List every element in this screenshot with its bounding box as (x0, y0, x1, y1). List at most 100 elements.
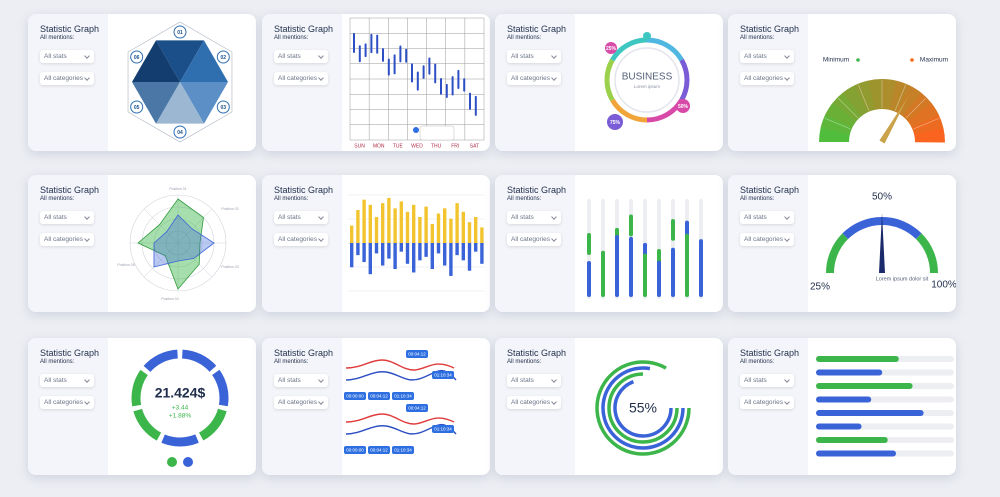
card-subtitle: All mentions: (507, 359, 542, 365)
categories-dropdown[interactable]: All categories (274, 233, 328, 246)
bar-down (381, 243, 385, 266)
tooltip-dot (413, 127, 419, 133)
bar-up (362, 199, 366, 243)
bar (816, 383, 913, 389)
card-subtitle: All mentions: (274, 35, 309, 41)
ring-segment (610, 98, 648, 123)
ring-segment (604, 58, 615, 102)
red-line (345, 413, 455, 425)
stats-dropdown[interactable]: All stats (740, 211, 794, 224)
categories-dropdown[interactable]: All categories (740, 72, 794, 85)
bar-up (480, 227, 484, 243)
dot (183, 457, 193, 467)
amount: 21.424$ (155, 385, 206, 401)
stats-dropdown[interactable]: All stats (274, 211, 328, 224)
day-label: SAT (470, 143, 479, 149)
stats-dropdown[interactable]: All stats (40, 211, 94, 224)
gauge-tick (824, 117, 851, 130)
stats-dropdown[interactable]: All stats (740, 50, 794, 63)
hex-label: 06 (134, 55, 140, 61)
bar-down (461, 243, 465, 261)
stats-dropdown[interactable]: All stats (507, 50, 561, 63)
time-tag (406, 350, 428, 358)
bar-up (418, 217, 422, 243)
stats-dropdown[interactable]: All stats (507, 211, 561, 224)
stats-dropdown[interactable]: All stats (274, 50, 328, 63)
min-dot (856, 58, 860, 62)
bar-up (443, 208, 447, 243)
bar-up (356, 210, 360, 243)
hex-segment (156, 40, 204, 82)
center-text: Lorem ipsum (634, 84, 660, 89)
stats-dropdown[interactable]: All stats (507, 374, 561, 387)
time-label: 00:00:00 (346, 393, 364, 398)
bar-up (374, 217, 379, 243)
max-dot (910, 58, 914, 62)
card: Statistic Graph All mentions: All stats All… (495, 175, 723, 312)
ring-segment (679, 58, 690, 102)
card-graphic: 55% (595, 360, 691, 456)
time-label: 00:04:12 (370, 393, 388, 398)
categories-dropdown[interactable]: All categories (274, 396, 328, 409)
bar-down (412, 243, 416, 273)
percent: 55% (629, 400, 657, 416)
bar-down (455, 243, 459, 256)
categories-dropdown[interactable]: All categories (740, 233, 794, 246)
bar-up (368, 204, 372, 243)
bar-down (356, 243, 360, 256)
hex-label: 03 (221, 105, 227, 111)
stats-dropdown[interactable]: All stats (274, 374, 328, 387)
hex-label: 04 (177, 130, 183, 136)
stats-dropdown[interactable]: All stats (40, 374, 94, 387)
hex-segment (132, 40, 180, 82)
bar-down (374, 243, 379, 254)
time-label: 00:04:12 (408, 405, 426, 410)
card: Statistic Graph All mentions: All stats All… (28, 175, 256, 312)
bar-up (467, 222, 472, 243)
card-graphic: 00:04:12 01:10:34 00:00:00 00:04:12 01:10:34… (344, 350, 457, 454)
card-graphic (348, 194, 484, 292)
bar-up (393, 208, 397, 243)
bar (816, 423, 862, 430)
tooltip (419, 125, 455, 141)
categories-dropdown[interactable]: All categories (740, 396, 794, 409)
gauge-segment (825, 102, 857, 129)
time-label: 00:04:12 (370, 447, 388, 452)
card-title: Statistic Graph (740, 348, 800, 358)
bar-up (399, 201, 403, 243)
categories-dropdown[interactable]: All categories (274, 72, 328, 85)
bar-up (461, 211, 465, 243)
categories-dropdown[interactable]: All categories (507, 233, 561, 246)
categories-dropdown[interactable]: All categories (507, 72, 561, 85)
hex-badge (130, 100, 144, 114)
card: Statistic Graph All mentions: All stats All… (262, 175, 490, 312)
donut-segment (198, 408, 227, 441)
categories-dropdown[interactable]: All categories (507, 396, 561, 409)
time-label: 00:00:00 (346, 447, 364, 452)
hex-badge (216, 50, 230, 64)
donut-segment (133, 408, 162, 441)
gauge-segment (819, 127, 850, 143)
badge (643, 32, 651, 40)
radar-label: Position 04 (161, 297, 178, 301)
time-label: 01:10:34 (434, 372, 452, 377)
time-label: 01:10:34 (394, 447, 412, 452)
stats-dropdown[interactable]: All stats (40, 50, 94, 63)
donut-segment (161, 434, 199, 447)
donut-segment (181, 349, 217, 372)
radar-label: Position 05 (117, 263, 134, 267)
card-title: Statistic Graph (507, 185, 567, 195)
right-label: 100% (931, 280, 956, 291)
gauge-tick (894, 84, 907, 111)
hex-badge (130, 50, 144, 64)
gauge-green (915, 233, 938, 274)
gauge-segment (888, 80, 910, 113)
categories-dropdown[interactable]: All categories (40, 233, 94, 246)
stats-dropdown[interactable]: All stats (740, 374, 794, 387)
badge-label: 75% (610, 120, 621, 126)
card-title: Statistic Graph (40, 24, 100, 34)
categories-dropdown[interactable]: All categories (40, 72, 94, 85)
categories-dropdown[interactable]: All categories (40, 396, 94, 409)
left-label: 25% (810, 282, 830, 293)
